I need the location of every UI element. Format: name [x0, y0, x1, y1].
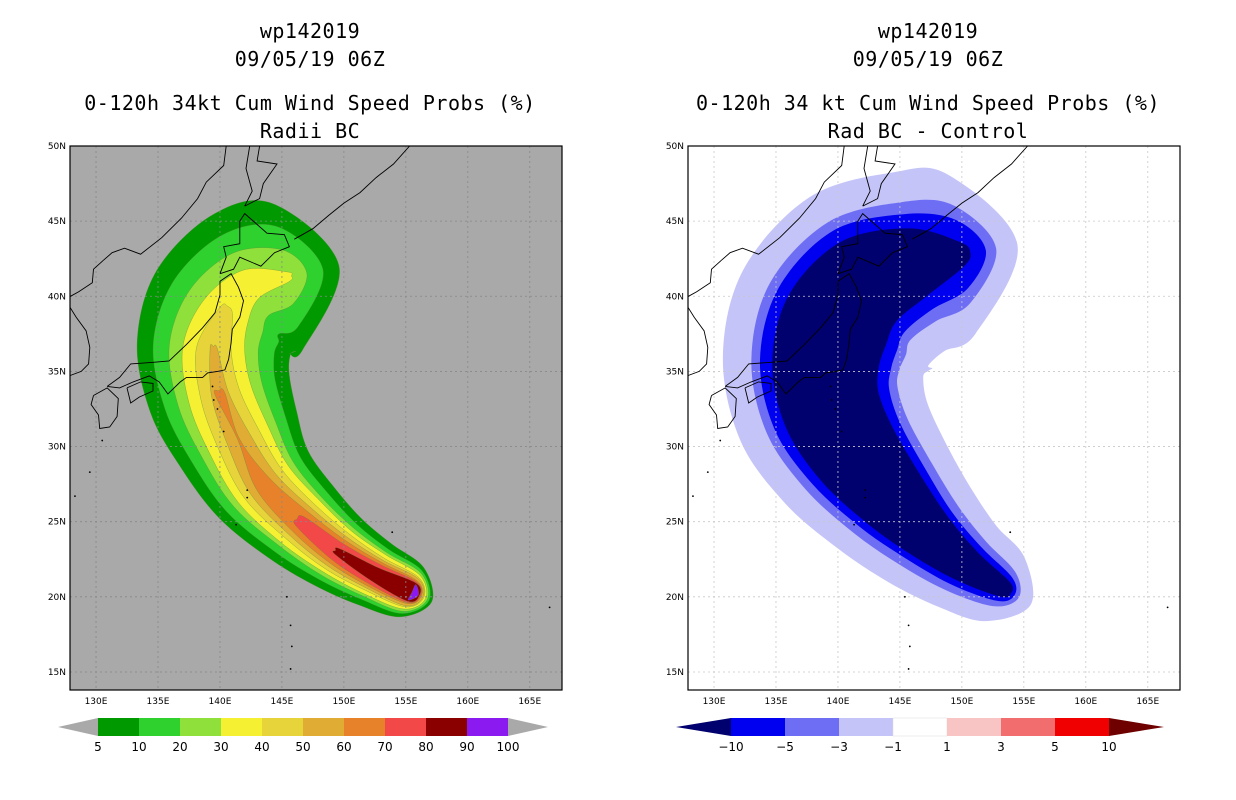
- left-lon-label-150E: 150E: [332, 697, 355, 707]
- right-title-storm: wp142019: [877, 19, 979, 43]
- left-island-14: [290, 645, 293, 648]
- left-island-15: [289, 624, 292, 627]
- left-colorbar-label-60: 60: [336, 740, 351, 754]
- left-island-8: [216, 408, 219, 410]
- left-island-16: [285, 595, 288, 598]
- left-lon-label-130E: 130E: [85, 697, 108, 707]
- left-lon-label-140E: 140E: [209, 697, 232, 707]
- left-coast-sakhalin: [244, 146, 278, 207]
- left-colorbar-swatch-2: [180, 718, 221, 736]
- left-lat-label-50N: 50N: [48, 142, 66, 152]
- left-colorbar-label-10: 10: [131, 740, 146, 754]
- left-band-80: [332, 547, 422, 602]
- left-colorbar-swatch-9: [467, 718, 508, 736]
- left-band-90: [407, 584, 419, 601]
- left-colorbar-label-20: 20: [172, 740, 187, 754]
- left-colorbar-label-5: 5: [94, 740, 102, 754]
- left-colorbar-swatch-7: [385, 718, 426, 736]
- left-lon-label-160E: 160E: [456, 697, 479, 707]
- left-colorbar-arrow-low: [58, 718, 98, 736]
- left-colorbar-swatch-4: [262, 718, 303, 736]
- right-title-date: 09/05/19 06Z: [852, 47, 1004, 71]
- left-colorbar-swatch-8: [426, 718, 467, 736]
- left-colorbar-label-40: 40: [254, 740, 269, 754]
- left-island-6: [211, 385, 214, 388]
- left-title-subtitle: Radii BC: [259, 119, 361, 143]
- left-island-10: [246, 489, 249, 492]
- right-title-subtitle: Rad BC - Control: [827, 119, 1029, 143]
- left-map-background: [70, 146, 562, 690]
- left-colorbar-swatch-3: [221, 718, 262, 736]
- left-lon-label-155E: 155E: [394, 697, 417, 707]
- left-lat-label-25N: 25N: [48, 518, 66, 528]
- left-coastlines: [23, 146, 551, 670]
- left-island-7: [212, 399, 215, 401]
- left-island-18: [548, 606, 551, 609]
- left-island-2: [88, 471, 91, 473]
- left-island-4: [37, 524, 39, 526]
- left-map-frame: [69, 145, 563, 691]
- left-lat-label-45N: 45N: [48, 217, 66, 227]
- left-island-9: [222, 430, 225, 433]
- left-colorbar-swatch-1: [139, 718, 180, 736]
- left-colorbar-label-80: 80: [418, 740, 433, 754]
- left-lon-label-135E: 135E: [147, 697, 170, 707]
- left-colorbar-label-50: 50: [295, 740, 310, 754]
- left-island-17: [391, 531, 394, 534]
- left-colorbar-arrow-high: [508, 718, 548, 736]
- left-title-product: 0-120h 34kt Cum Wind Speed Probs (%): [84, 91, 536, 115]
- left-lat-label-20N: 20N: [48, 593, 66, 603]
- left-band-30: [181, 268, 427, 610]
- left-lat-label-30N: 30N: [48, 443, 66, 453]
- left-coast-kurils: [294, 146, 410, 240]
- left-coast-shikoku: [126, 381, 154, 404]
- left-island-1: [68, 501, 70, 503]
- left-island-3: [23, 530, 25, 532]
- left-colorbar-swatch-0: [98, 718, 139, 736]
- left-colorbar-swatch-5: [303, 718, 344, 736]
- left-island-0: [74, 495, 76, 498]
- left-colorbar-label-70: 70: [377, 740, 392, 754]
- left-lat-label-15N: 15N: [48, 668, 66, 678]
- left-island-5: [101, 439, 104, 442]
- left-title-date: 09/05/19 06Z: [234, 47, 386, 71]
- right-title-product: 0-120h 34 kt Cum Wind Speed Probs (%): [695, 91, 1161, 115]
- left-colorbar-label-100: 100: [497, 740, 520, 754]
- left-coast-kyushu: [90, 387, 119, 430]
- left-colorbar-label-30: 30: [213, 740, 228, 754]
- left-coast-honshu: [106, 273, 244, 395]
- left-coast-korea: [70, 259, 104, 377]
- left-coast-hokkaido: [219, 212, 290, 275]
- left-lon-label-165E: 165E: [518, 697, 541, 707]
- left-lat-label-40N: 40N: [48, 292, 66, 302]
- left-coast-mainland: [103, 146, 227, 261]
- left-island-11: [246, 496, 249, 499]
- left-lat-label-35N: 35N: [48, 367, 66, 377]
- left-island-13: [289, 668, 292, 670]
- left-lon-label-145E: 145E: [270, 697, 293, 707]
- left-title-storm: wp142019: [259, 19, 361, 43]
- left-colorbar-label-90: 90: [459, 740, 474, 754]
- left-colorbar-swatch-6: [344, 718, 385, 736]
- left-swath-layer: [136, 200, 434, 618]
- left-island-12: [235, 523, 237, 526]
